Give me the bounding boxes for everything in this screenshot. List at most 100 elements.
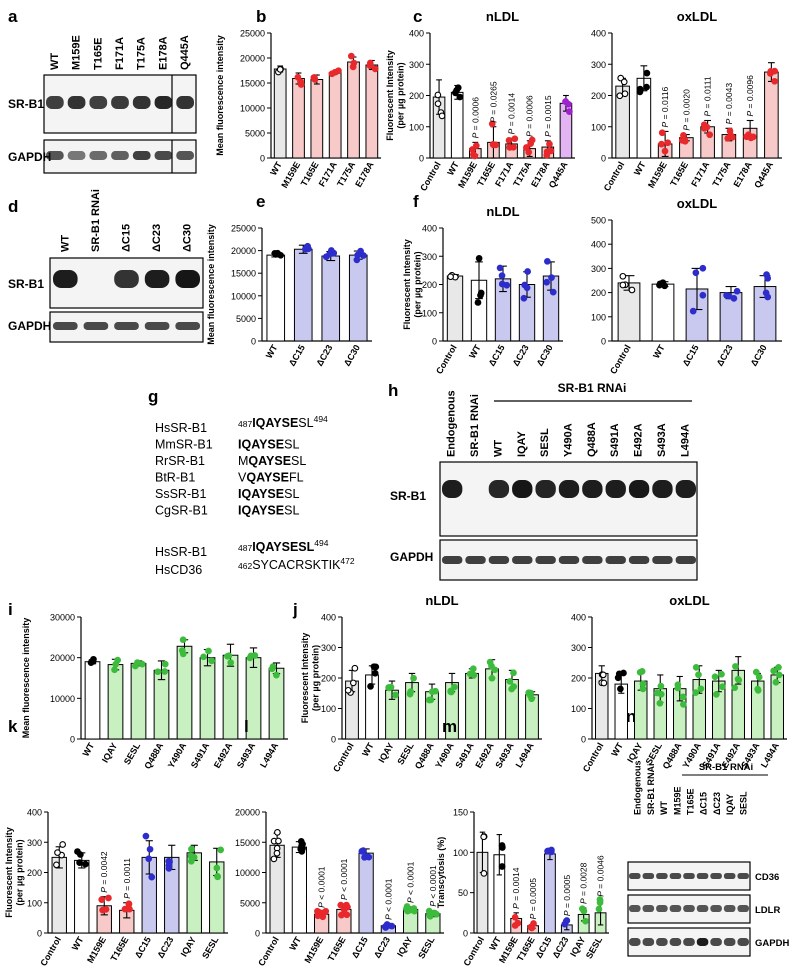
- band-label: SR-B1: [8, 97, 44, 111]
- non-motif: FL: [289, 471, 304, 485]
- blot-band: [114, 322, 139, 330]
- blot-band: [723, 905, 736, 912]
- blot-band: [512, 480, 533, 498]
- data-point: [146, 845, 154, 853]
- data-point: [511, 922, 519, 929]
- p-value-text: = 0.0014: [511, 867, 521, 903]
- x-tick-label: WT: [268, 160, 284, 178]
- panel-letter: k: [8, 717, 18, 736]
- p-value-label: P = 0.0006: [470, 97, 480, 139]
- y-tick-label: 200: [27, 868, 42, 878]
- data-point: [142, 832, 150, 840]
- data-point: [764, 274, 772, 282]
- band-label: SR-B1: [8, 277, 44, 291]
- blot-panel-a: a WT M159E T165E F171A T175A E178A Q445A SR-B1 GA…: [8, 7, 197, 174]
- x-tick-label: M159E: [302, 935, 325, 965]
- chart-title: oxLDL: [669, 593, 710, 608]
- bar: [328, 72, 342, 159]
- data-point: [311, 74, 318, 81]
- x-tick-label: SESL: [200, 935, 221, 961]
- data-point: [636, 88, 644, 96]
- band-label: LDLR: [755, 905, 780, 916]
- data-point: [619, 281, 627, 289]
- data-point: [121, 905, 129, 913]
- data-point: [366, 62, 374, 69]
- chart-title: oxLDL: [677, 196, 718, 211]
- data-point: [775, 664, 782, 671]
- panel-letter: l: [244, 717, 249, 736]
- lane-label: T165E: [686, 788, 696, 815]
- band-label: GAPDH: [755, 938, 789, 949]
- x-tick-label: ΔC23: [314, 343, 334, 368]
- rnai-header: SR-B1 RNAi: [558, 381, 627, 395]
- data-point: [600, 679, 608, 687]
- x-tick-label: WT: [70, 935, 86, 953]
- x-tick-label: ΔC23: [372, 935, 392, 960]
- data-point: [719, 683, 726, 691]
- data-point: [527, 140, 535, 147]
- blot-band: [669, 905, 682, 912]
- blot-band: [535, 556, 556, 564]
- blot-band: [675, 556, 696, 564]
- y-axis-label-line: (per µg protein): [15, 839, 25, 905]
- x-tick-label: ΔC15: [681, 343, 701, 368]
- lane-label: M159E: [672, 786, 682, 815]
- data-point: [246, 654, 254, 662]
- data-point: [343, 911, 351, 919]
- lane-label: T165E: [92, 38, 104, 70]
- data-point: [277, 251, 285, 259]
- blot-band: [67, 151, 86, 160]
- data-point: [353, 256, 361, 264]
- lane-label: S491A: [609, 423, 621, 457]
- x-tick-label: L494A: [514, 741, 536, 770]
- motif-first: I: [238, 438, 241, 452]
- p-value-label: P < 0.0001: [339, 858, 349, 900]
- data-point: [447, 688, 455, 696]
- chart-title: nLDL: [486, 9, 519, 24]
- blot-band: [132, 96, 151, 109]
- x-tick-label: L494A: [759, 741, 781, 770]
- p-symbol: P: [579, 898, 589, 904]
- y-tick-label: 10000: [231, 291, 256, 301]
- data-point: [385, 684, 393, 692]
- data-point: [297, 78, 304, 85]
- x-tick-label: ΔC15: [287, 343, 307, 368]
- p-value-label: P = 0.0005: [562, 874, 572, 916]
- lane-label: Q445A: [179, 35, 191, 70]
- p-value-label: P = 0.0265: [488, 81, 498, 123]
- blot-band: [710, 938, 722, 946]
- blot-band: [723, 938, 736, 946]
- p-value-text: = 0.0265: [488, 81, 498, 117]
- x-tick-label: ΔC23: [155, 935, 175, 960]
- data-point: [475, 254, 483, 262]
- y-tick-label: 300: [571, 643, 586, 653]
- x-tick-label: SESL: [416, 935, 437, 961]
- x-tick-label: IQAY: [179, 935, 198, 958]
- y-tick-label: 200: [321, 674, 336, 684]
- band-label: GAPDH: [8, 150, 51, 164]
- data-point: [628, 286, 636, 294]
- x-tick-label: Q488A: [661, 741, 684, 771]
- band-label: CD36: [755, 872, 779, 883]
- data-point: [447, 273, 454, 281]
- bar: [348, 254, 368, 342]
- y-tick-label: 400: [591, 29, 606, 39]
- data-point: [703, 123, 711, 131]
- data-point: [340, 906, 348, 914]
- data-point: [274, 829, 281, 836]
- residue-end: 494: [314, 414, 328, 424]
- y-tick-label: 25000: [240, 29, 265, 39]
- x-tick-label: T165E: [668, 160, 690, 188]
- x-tick-label: ΔC30: [342, 343, 362, 368]
- blot-band: [89, 151, 108, 160]
- lane-label: F171A: [114, 37, 126, 70]
- blot-band: [46, 96, 64, 109]
- x-tick-label: SESL: [122, 741, 143, 767]
- x-tick-label: E178A: [731, 160, 754, 189]
- data-point: [276, 66, 284, 73]
- data-point: [466, 670, 474, 678]
- blot-band: [558, 556, 580, 564]
- p-value-label: P < 0.0001: [383, 878, 393, 920]
- x-tick-label: ΔC23: [550, 935, 570, 960]
